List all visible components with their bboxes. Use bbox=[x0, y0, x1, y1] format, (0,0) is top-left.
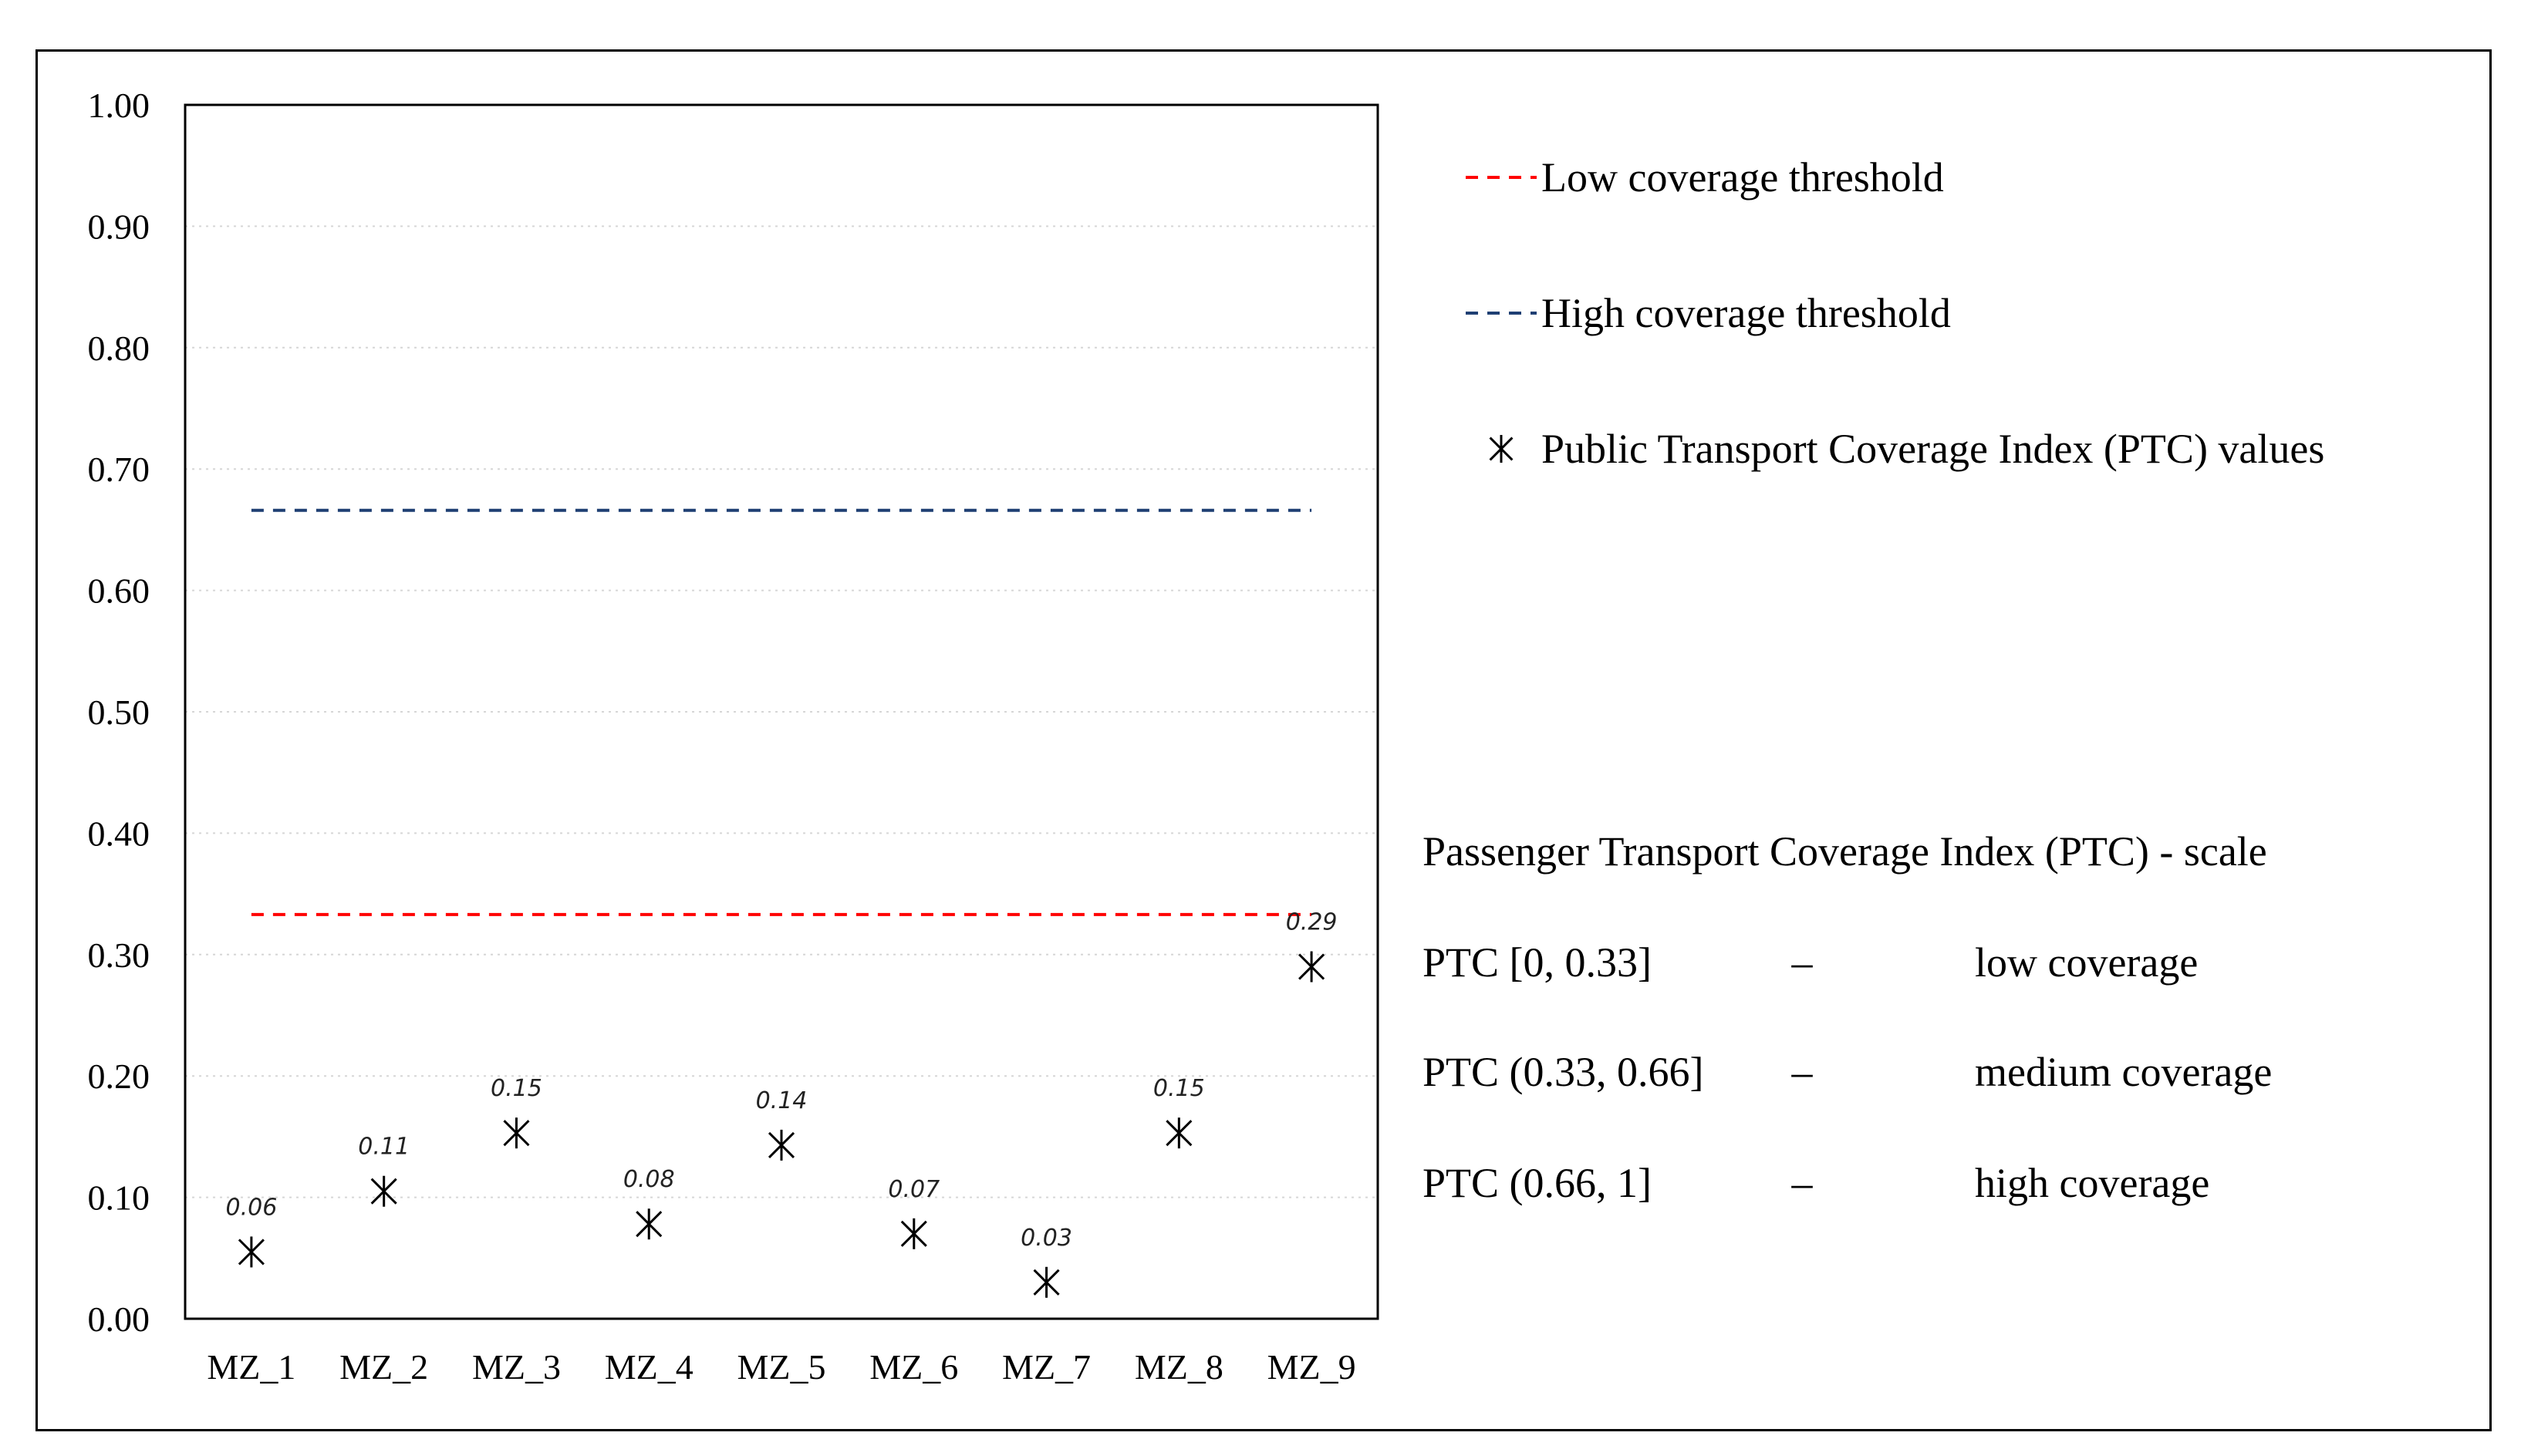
figure-frame bbox=[35, 49, 2492, 1431]
y-tick-label: 0.20 bbox=[88, 1057, 150, 1096]
y-tick-label: 0.90 bbox=[88, 207, 150, 246]
legend-high-threshold: High coverage threshold bbox=[1466, 290, 1951, 336]
x-tick-label: MZ_2 bbox=[339, 1347, 428, 1387]
legend: Low coverage threshold High coverage thre… bbox=[1466, 154, 2324, 472]
ptc-point-marker bbox=[370, 1175, 397, 1207]
scale-meaning: low coverage bbox=[1975, 939, 2198, 986]
y-tick-label: 0.10 bbox=[88, 1178, 150, 1218]
scale-row: PTC (0.33, 0.66] – medium coverage bbox=[1422, 1049, 2272, 1095]
x-tick-label: MZ_4 bbox=[605, 1347, 694, 1387]
ptc-point-marker bbox=[238, 1236, 265, 1268]
y-tick-label: 0.80 bbox=[88, 329, 150, 368]
legend-low-threshold: Low coverage threshold bbox=[1466, 154, 1944, 201]
x-tick-label: MZ_3 bbox=[472, 1347, 561, 1387]
ptc-scale-table: Passenger Transport Coverage Index (PTC)… bbox=[1422, 828, 2272, 1206]
scale-range: PTC (0.66, 1] bbox=[1422, 1160, 1652, 1206]
scale-title: Passenger Transport Coverage Index (PTC)… bbox=[1422, 828, 2267, 875]
ptc-point-label: 0.14 bbox=[756, 1087, 808, 1114]
scale-dash: – bbox=[1791, 939, 1814, 986]
ptc-point-label: 0.07 bbox=[888, 1176, 940, 1203]
x-tick-label: MZ_5 bbox=[737, 1347, 826, 1387]
ptc-point-label: 0.03 bbox=[1021, 1225, 1072, 1252]
y-axis-ticks: 0.00 0.10 0.20 0.30 0.40 0.50 0.60 0.70 0.80 0.90… bbox=[88, 86, 150, 1339]
scale-dash: – bbox=[1791, 1049, 1814, 1095]
scale-range: PTC (0.33, 0.66] bbox=[1422, 1049, 1704, 1095]
legend-label: Public Transport Coverage Index (PTC) va… bbox=[1541, 426, 2324, 472]
scale-meaning: high coverage bbox=[1975, 1160, 2209, 1206]
ptc-point-label: 0.15 bbox=[491, 1075, 542, 1102]
ptc-point-label: 0.15 bbox=[1153, 1075, 1205, 1102]
legend-label: High coverage threshold bbox=[1541, 290, 1951, 336]
ptc-point-label: 0.08 bbox=[623, 1166, 675, 1193]
ptc-point-marker bbox=[1166, 1117, 1193, 1149]
scale-meaning: medium coverage bbox=[1975, 1049, 2272, 1095]
y-tick-label: 0.40 bbox=[88, 814, 150, 853]
y-tick-label: 0.30 bbox=[88, 935, 150, 975]
data-points: 0.06 0.11 0.15 0.08 0.14 0.07 0.03 0.15 0.29 bbox=[225, 909, 1338, 1298]
y-tick-label: 0.60 bbox=[88, 571, 150, 611]
ptc-point-marker bbox=[1298, 951, 1325, 982]
x-axis-ticks: MZ_1 MZ_2 MZ_3 MZ_4 MZ_5 MZ_6 MZ_7 MZ_8 MZ_9 bbox=[207, 1347, 1355, 1387]
y-tick-label: 1.00 bbox=[88, 86, 150, 125]
ptc-point-marker bbox=[503, 1117, 530, 1149]
y-tick-label: 0.50 bbox=[88, 693, 150, 732]
ptc-point-marker bbox=[1033, 1266, 1060, 1298]
threshold-lines bbox=[251, 508, 1312, 916]
ptc-point-marker bbox=[768, 1129, 795, 1161]
ptc-point-label: 0.11 bbox=[358, 1134, 410, 1161]
x-tick-label: MZ_1 bbox=[207, 1347, 295, 1387]
legend-marker-swatch bbox=[1489, 435, 1514, 463]
y-tick-label: 0.70 bbox=[88, 450, 150, 489]
legend-ptc-values: Public Transport Coverage Index (PTC) va… bbox=[1489, 426, 2324, 472]
scale-row: PTC (0.66, 1] – high coverage bbox=[1422, 1160, 2209, 1206]
y-tick-label: 0.00 bbox=[88, 1299, 150, 1339]
scale-row: PTC [0, 0.33] – low coverage bbox=[1422, 939, 2198, 986]
ptc-point-label: 0.06 bbox=[225, 1194, 277, 1221]
scale-dash: – bbox=[1791, 1160, 1814, 1206]
ptc-point-label: 0.29 bbox=[1286, 909, 1338, 936]
legend-label: Low coverage threshold bbox=[1541, 154, 1944, 201]
plot-area bbox=[184, 103, 1379, 1320]
scale-range: PTC [0, 0.33] bbox=[1422, 939, 1652, 986]
x-tick-label: MZ_9 bbox=[1267, 1347, 1356, 1387]
x-tick-label: MZ_8 bbox=[1135, 1347, 1223, 1387]
ptc-point-marker bbox=[636, 1208, 663, 1240]
grid-lines bbox=[185, 225, 1378, 1198]
x-tick-label: MZ_6 bbox=[869, 1347, 958, 1387]
ptc-point-marker bbox=[900, 1218, 927, 1249]
x-tick-label: MZ_7 bbox=[1002, 1347, 1091, 1387]
